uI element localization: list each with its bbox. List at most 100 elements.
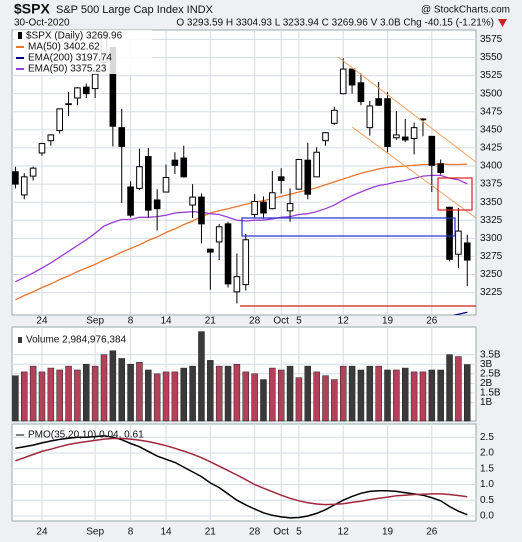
candle-body [242, 239, 250, 286]
volume-bar [375, 365, 382, 422]
candle-body [366, 105, 374, 129]
x-tick-label: Oct [273, 316, 289, 327]
legend-icon [18, 337, 22, 343]
x-tick-label: 8 [128, 527, 134, 538]
volume-bar [401, 367, 409, 422]
candle-body [145, 156, 152, 211]
x-tick-label: 12 [338, 316, 350, 327]
x-tick-label: Sep [86, 316, 104, 327]
candle-body [162, 177, 170, 193]
volume-bar [198, 331, 205, 422]
support-box [241, 217, 456, 237]
volume-bar [464, 364, 471, 422]
y-tick-label: 0.0 [480, 511, 494, 522]
marks [12, 30, 471, 519]
candle-body [82, 86, 90, 95]
volume-bar [260, 379, 267, 422]
legend-label: PMO(35,20,10) 0.04, 0.61 [28, 430, 144, 441]
volume-bar [47, 367, 55, 422]
candle-body [357, 82, 365, 103]
y-tick-label: 3500 [480, 88, 503, 99]
volume-bar [331, 379, 338, 422]
x-tick-label: 24 [36, 316, 48, 327]
volume-bar [357, 369, 365, 422]
date: 30-Oct-2020 [14, 18, 70, 29]
volume-bar [207, 360, 214, 422]
y-tick-label: 3225 [480, 287, 503, 298]
highlight-box [437, 177, 473, 211]
candle-body [47, 134, 55, 142]
symbol: $SPX [14, 1, 50, 17]
candle-body [393, 134, 400, 139]
candle-body [233, 276, 241, 293]
y-tick-label: 3325 [480, 215, 503, 226]
y-tick-label: 2B [480, 378, 493, 389]
candle-body [91, 73, 99, 90]
volume-bar [313, 371, 320, 422]
candle-body [446, 206, 453, 260]
candle-body [118, 127, 126, 147]
candle-body [29, 167, 37, 177]
y-tick-label: 3575 [480, 34, 503, 45]
x-tick-label: 21 [205, 527, 217, 538]
volume-bar [180, 367, 187, 422]
legend-label: $SPX (Daily) 3269.96 [26, 31, 123, 42]
legend-icon [18, 32, 22, 39]
candle-body [171, 159, 179, 166]
volume-bar [74, 369, 81, 422]
down-arrow [498, 19, 507, 27]
candle-body [224, 223, 232, 285]
volume-bar [56, 369, 63, 422]
y-tick-label: 3550 [480, 52, 503, 63]
volume-bar [65, 365, 72, 422]
candle-body [313, 151, 320, 178]
candle-body [180, 157, 188, 178]
volume-bar [189, 365, 196, 422]
y-tick-label: 1.5 [480, 463, 494, 474]
candle-body [428, 135, 436, 166]
y-tick-label: 2.5B [480, 368, 501, 379]
x-tick-label: 14 [160, 527, 172, 538]
y-tick-label: 3450 [480, 124, 503, 135]
x-tick-label: Oct [273, 527, 289, 538]
candle-body [331, 109, 338, 124]
annotations [240, 56, 477, 307]
volume-bar [83, 363, 90, 422]
volume-bar [366, 365, 374, 422]
candle-body [65, 103, 72, 106]
x-tick-label: 19 [382, 527, 394, 538]
candle-body [74, 87, 81, 99]
volume-bar [21, 371, 28, 422]
y-tick-label: 3300 [480, 233, 503, 244]
y-tick-label: 1.0 [480, 479, 494, 490]
legend-label: EMA(200) 3197.74 [28, 53, 112, 64]
candle-body [401, 136, 409, 141]
volume-bar [91, 365, 99, 422]
candle-body [260, 201, 267, 214]
volume-bar [242, 371, 250, 422]
y-tick-label: 3250 [480, 269, 503, 280]
candle-body [56, 108, 64, 132]
candle-body [38, 143, 46, 154]
volume-bar [12, 375, 19, 422]
candle-body [463, 242, 471, 261]
line [15, 434, 468, 519]
volume-bar [384, 369, 391, 422]
y-tick-label: 0.5 [480, 495, 494, 506]
y-tick-label: 2.0 [480, 448, 494, 459]
x-tick-label: Sep [86, 527, 104, 538]
candle-body [339, 68, 347, 95]
y-tick-label: 3425 [480, 143, 503, 154]
volume-bar [277, 369, 285, 422]
volume-bar [269, 367, 276, 422]
volume-bar [339, 365, 347, 422]
candle-body [269, 192, 276, 210]
candle-body [384, 98, 391, 147]
y-tick-label: 3350 [480, 197, 503, 208]
volume-bar [348, 365, 356, 422]
x-tick-label: 19 [382, 316, 394, 327]
volume-bar [304, 365, 312, 422]
candle-body [277, 176, 285, 181]
volume-bar [100, 354, 108, 422]
